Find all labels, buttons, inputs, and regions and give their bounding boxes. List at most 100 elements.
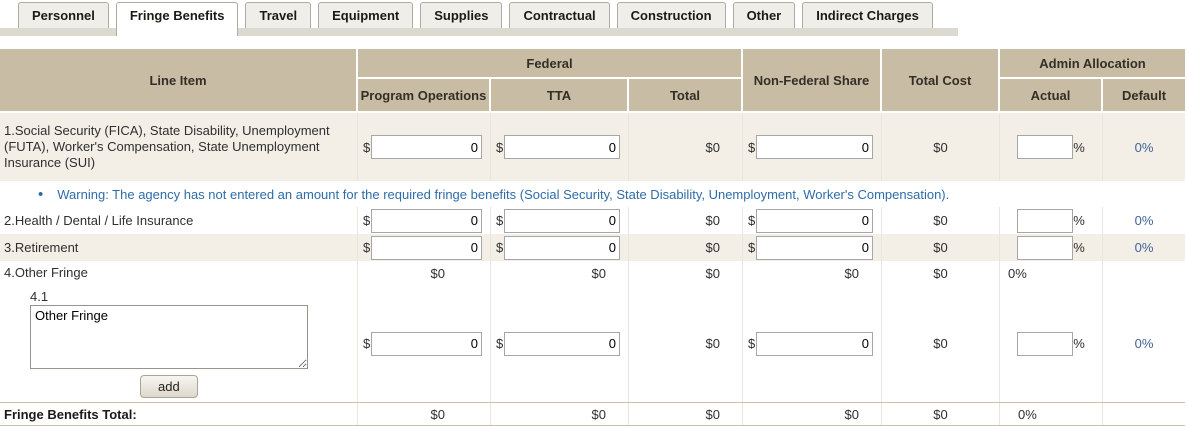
row41-program-operations-cell: $ bbox=[358, 285, 491, 402]
fringe-warning-row: • Warning: The agency has not entered an… bbox=[0, 181, 1185, 207]
row3-actual-cell: % bbox=[1000, 234, 1103, 261]
row1-non-federal-cell: $ bbox=[743, 113, 882, 181]
header-actual: Actual bbox=[1000, 79, 1103, 113]
row1-total-cost-value: $0 bbox=[882, 113, 1000, 181]
row2-program-operations-input[interactable] bbox=[371, 208, 482, 233]
dollar-sign: $ bbox=[748, 240, 756, 255]
totals-non-federal: $0 bbox=[743, 403, 882, 425]
tab-personnel[interactable]: Personnel bbox=[18, 2, 109, 28]
row1-default-percent: 0% bbox=[1103, 113, 1185, 181]
row2-tta-cell: $ bbox=[491, 207, 629, 234]
row3-total-cost-value: $0 bbox=[882, 234, 1000, 261]
dollar-sign: $ bbox=[363, 336, 371, 351]
row-other-fringe: 4.Other Fringe $0 $0 $0 $0 $0 0% bbox=[0, 261, 1185, 285]
dollar-sign: $ bbox=[496, 139, 504, 155]
row-social-security: 1.Social Security (FICA), State Disabili… bbox=[0, 113, 1185, 181]
row3-program-operations-input[interactable] bbox=[371, 235, 482, 260]
tab-strip-base bbox=[0, 28, 958, 36]
header-default: Default bbox=[1103, 79, 1185, 113]
row4-program-operations-value: $0 bbox=[358, 261, 491, 285]
row4-federal-total-value: $0 bbox=[629, 261, 743, 285]
row41-program-operations-input[interactable] bbox=[371, 331, 482, 356]
header-federal: Federal bbox=[358, 49, 743, 79]
row3-tta-input[interactable] bbox=[504, 235, 620, 260]
row2-total-cost-value: $0 bbox=[882, 207, 1000, 234]
tab-equipment[interactable]: Equipment bbox=[318, 2, 414, 28]
row41-non-federal-input[interactable] bbox=[756, 331, 873, 356]
row3-default-percent: 0% bbox=[1103, 234, 1185, 261]
row2-non-federal-cell: $ bbox=[743, 207, 882, 234]
row1-tta-input[interactable] bbox=[504, 135, 620, 159]
totals-total-cost: $0 bbox=[882, 403, 1000, 425]
row4-actual-percent: 0% bbox=[1000, 261, 1103, 285]
row3-actual-percent-input[interactable] bbox=[1017, 235, 1074, 260]
tab-fringe-benefits[interactable]: Fringe Benefits bbox=[115, 2, 239, 36]
percent-sign: % bbox=[1073, 213, 1085, 228]
dollar-sign: $ bbox=[363, 139, 371, 155]
tab-travel[interactable]: Travel bbox=[245, 2, 312, 28]
dollar-sign: $ bbox=[363, 213, 371, 228]
row41-description-textarea[interactable]: Other Fringe bbox=[30, 305, 308, 369]
row4-tta-value: $0 bbox=[491, 261, 629, 285]
tab-contractual[interactable]: Contractual bbox=[509, 2, 610, 28]
row3-non-federal-cell: $ bbox=[743, 234, 882, 261]
fringe-benefits-table: Line Item Federal Non-Federal Share Tota… bbox=[0, 49, 1185, 426]
tab-strip: Personnel Fringe Benefits Travel Equipme… bbox=[18, 2, 933, 36]
add-other-fringe-button[interactable]: add bbox=[140, 375, 198, 398]
tab-supplies[interactable]: Supplies bbox=[420, 2, 503, 28]
row4-total-cost-value: $0 bbox=[882, 261, 1000, 285]
dollar-sign: $ bbox=[496, 213, 504, 228]
row3-non-federal-input[interactable] bbox=[756, 235, 873, 260]
header-tta: TTA bbox=[491, 79, 629, 113]
row1-label: 1.Social Security (FICA), State Disabili… bbox=[0, 113, 358, 181]
dollar-sign: $ bbox=[496, 240, 504, 255]
totals-tta: $0 bbox=[491, 403, 629, 425]
row4-label: 4.Other Fringe bbox=[0, 261, 358, 285]
row1-actual-cell: % bbox=[1000, 113, 1103, 181]
dollar-sign: $ bbox=[748, 139, 756, 155]
totals-default-percent bbox=[1103, 403, 1185, 425]
totals-program-operations: $0 bbox=[358, 403, 491, 425]
row3-tta-cell: $ bbox=[491, 234, 629, 261]
row41-federal-total-value: $0 bbox=[629, 285, 743, 402]
tab-other[interactable]: Other bbox=[732, 2, 796, 28]
fringe-benefits-total-row: Fringe Benefits Total: $0 $0 $0 $0 $0 0% bbox=[0, 402, 1185, 426]
row-retirement: 3.Retirement $ $ $0 $ $0 % 0% bbox=[0, 234, 1185, 261]
warning-bullet-icon: • bbox=[38, 185, 44, 203]
warning-text: Warning: The agency has not entered an a… bbox=[57, 186, 950, 202]
tab-indirect-charges[interactable]: Indirect Charges bbox=[802, 2, 933, 28]
row4-non-federal-value: $0 bbox=[743, 261, 882, 285]
row-health-dental-life: 2.Health / Dental / Life Insurance $ $ $… bbox=[0, 207, 1185, 234]
row2-actual-cell: % bbox=[1000, 207, 1103, 234]
budget-category-tabbar: Personnel Fringe Benefits Travel Equipme… bbox=[0, 2, 1187, 36]
row2-label: 2.Health / Dental / Life Insurance bbox=[0, 207, 358, 234]
row2-non-federal-input[interactable] bbox=[756, 208, 873, 233]
row41-non-federal-cell: $ bbox=[743, 285, 882, 402]
row1-non-federal-input[interactable] bbox=[756, 135, 873, 159]
percent-sign: % bbox=[1073, 240, 1085, 255]
row1-actual-percent-input[interactable] bbox=[1017, 135, 1074, 159]
row1-program-operations-input[interactable] bbox=[371, 135, 482, 159]
row2-tta-input[interactable] bbox=[504, 208, 620, 233]
row3-program-operations-cell: $ bbox=[358, 234, 491, 261]
percent-sign: % bbox=[1073, 336, 1085, 351]
row41-actual-percent-input[interactable] bbox=[1017, 331, 1074, 356]
row3-label: 3.Retirement bbox=[0, 234, 358, 261]
row2-default-percent: 0% bbox=[1103, 207, 1185, 234]
dollar-sign: $ bbox=[748, 213, 756, 228]
header-program-operations: Program Operations bbox=[358, 79, 491, 113]
percent-sign: % bbox=[1073, 139, 1085, 155]
totals-federal-total: $0 bbox=[629, 403, 743, 425]
row1-tta-cell: $ bbox=[491, 113, 629, 181]
tab-construction[interactable]: Construction bbox=[616, 2, 726, 28]
dollar-sign: $ bbox=[748, 336, 756, 351]
row1-federal-total-value: $0 bbox=[629, 113, 743, 181]
row2-federal-total-value: $0 bbox=[629, 207, 743, 234]
row4-default-percent bbox=[1103, 261, 1185, 285]
row1-program-operations-cell: $ bbox=[358, 113, 491, 181]
header-admin-allocation: Admin Allocation bbox=[1000, 49, 1185, 79]
row41-tta-cell: $ bbox=[491, 285, 629, 402]
row2-actual-percent-input[interactable] bbox=[1017, 208, 1074, 233]
totals-label: Fringe Benefits Total: bbox=[0, 403, 358, 425]
row41-tta-input[interactable] bbox=[504, 331, 620, 356]
